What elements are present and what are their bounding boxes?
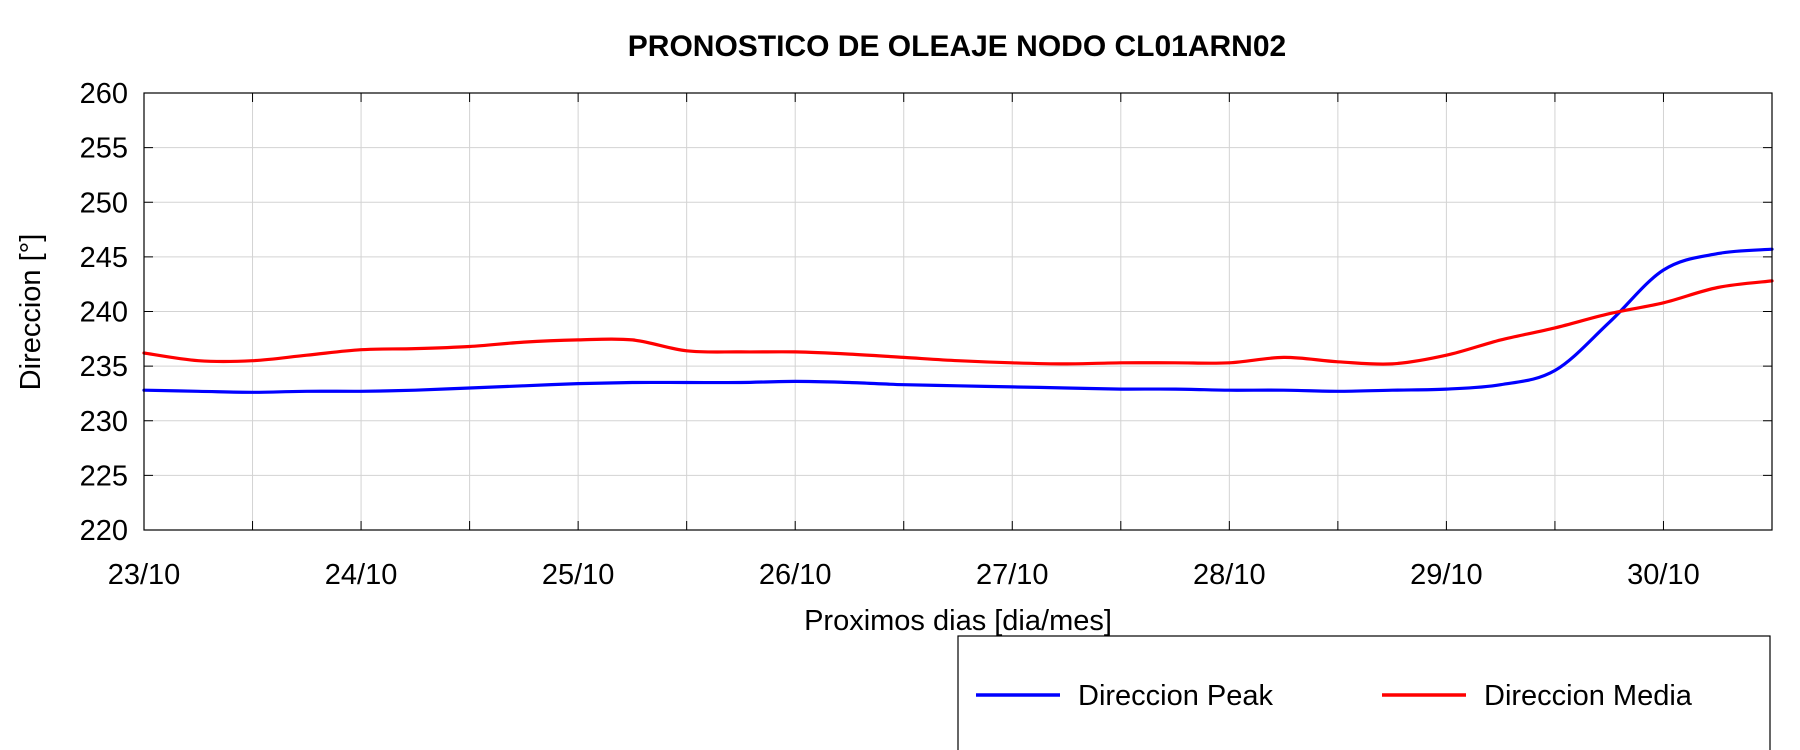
x-tick-label: 28/10 bbox=[1193, 559, 1266, 591]
legend-label-media: Direccion Media bbox=[1484, 680, 1693, 712]
plot-frame bbox=[143, 92, 1773, 531]
y-tick-label: 230 bbox=[80, 406, 128, 438]
x-tick-label: 29/10 bbox=[1410, 559, 1483, 591]
plot-series bbox=[142, 247, 1774, 394]
x-tick-label: 24/10 bbox=[325, 559, 398, 591]
legend: Direccion Peak Direccion Media bbox=[957, 635, 1771, 750]
legend-label-peak: Direccion Peak bbox=[1078, 680, 1274, 712]
chart-title: PRONOSTICO DE OLEAJE NODO CL01ARN02 bbox=[628, 30, 1286, 63]
y-tick-label: 250 bbox=[80, 187, 128, 219]
x-axis: 23/10 24/10 25/10 26/10 27/10 28/10 29/10 30/10 bbox=[108, 93, 1773, 591]
series-line-peak bbox=[142, 247, 1774, 394]
x-tick-label: 30/10 bbox=[1627, 559, 1700, 591]
legend-box bbox=[957, 635, 1771, 750]
series-line-media bbox=[142, 279, 1774, 366]
x-tick-label: 23/10 bbox=[108, 559, 181, 591]
y-tick-label: 260 bbox=[80, 78, 128, 110]
x-tick-label: 25/10 bbox=[542, 559, 615, 591]
grid bbox=[143, 92, 1773, 531]
x-tick-label: 27/10 bbox=[976, 559, 1049, 591]
y-tick-label: 240 bbox=[80, 297, 128, 329]
y-tick-label: 220 bbox=[80, 515, 128, 547]
y-axis-label: Direccion [°] bbox=[15, 234, 47, 391]
y-tick-label: 235 bbox=[80, 351, 128, 383]
y-axis: 220 225 230 235 240 245 250 255 260 bbox=[80, 78, 1772, 547]
y-tick-label: 245 bbox=[80, 242, 128, 274]
y-tick-label: 255 bbox=[80, 133, 128, 165]
y-tick-label: 225 bbox=[80, 460, 128, 492]
x-tick-label: 26/10 bbox=[759, 559, 832, 591]
x-axis-label: Proximos dias [dia/mes] bbox=[804, 605, 1112, 637]
